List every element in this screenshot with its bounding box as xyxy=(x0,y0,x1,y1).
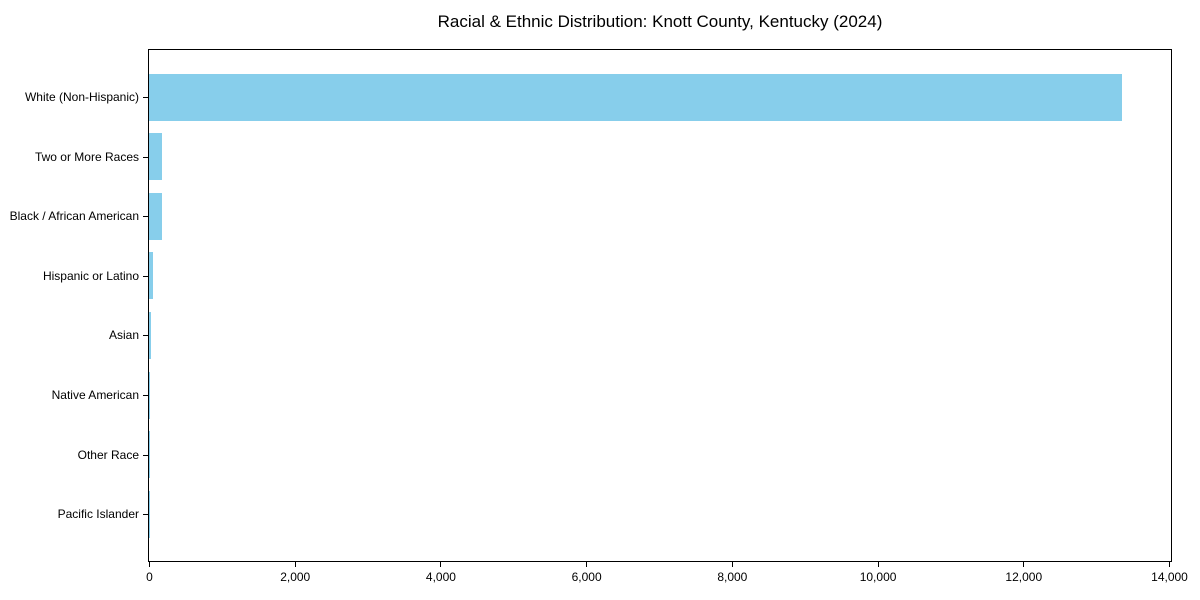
y-axis-label: White (Non-Hispanic) xyxy=(24,90,139,104)
y-axis-label: Hispanic or Latino xyxy=(42,268,139,283)
bar xyxy=(149,311,151,359)
x-axis-tick xyxy=(731,562,733,567)
x-axis-tick xyxy=(1023,562,1025,567)
y-axis-tick xyxy=(143,395,148,396)
bar xyxy=(149,192,162,240)
x-axis-tick xyxy=(440,562,442,567)
x-axis-tick xyxy=(586,562,588,567)
chart-title: Racial & Ethnic Distribution: Knott Coun… xyxy=(437,12,883,31)
y-axis-label: Native American xyxy=(51,388,139,402)
x-axis-tick xyxy=(877,562,879,567)
y-axis-label: Pacific Islander xyxy=(57,507,139,522)
y-axis-label: Black / African American xyxy=(9,209,139,224)
bar xyxy=(149,371,150,419)
y-axis-tick xyxy=(143,335,148,337)
x-axis-tick xyxy=(294,562,296,567)
bar xyxy=(149,252,154,300)
bar xyxy=(149,431,150,479)
plot-area: White (Non-Hispanic) Two or More Races Bla… xyxy=(10,49,1188,584)
x-axis-tick xyxy=(1169,562,1170,567)
x-axis-label: 6,000 xyxy=(571,570,602,584)
bar xyxy=(149,73,1123,121)
x-axis-label: 14,000 xyxy=(1151,570,1188,584)
bar xyxy=(149,133,163,181)
y-axis-label: Other Race xyxy=(77,447,139,462)
x-axis-label: 8,000 xyxy=(717,570,748,584)
y-axis-label: Two or More Races xyxy=(34,149,139,164)
y-axis-tick xyxy=(143,454,148,456)
y-axis-tick xyxy=(143,514,148,516)
x-axis-label: 10,000 xyxy=(859,570,897,584)
y-axis-tick xyxy=(143,275,148,277)
x-axis-label: 2,000 xyxy=(280,570,311,584)
y-axis-tick xyxy=(143,216,148,218)
x-axis-label: 12,000 xyxy=(1005,570,1043,584)
x-axis-label: 0 xyxy=(146,570,153,584)
x-axis-label: 4,000 xyxy=(425,570,456,584)
y-axis-tick xyxy=(143,156,148,158)
y-axis-tick xyxy=(143,97,148,98)
y-axis-label: Asian xyxy=(108,328,139,343)
x-axis-tick xyxy=(149,562,150,567)
